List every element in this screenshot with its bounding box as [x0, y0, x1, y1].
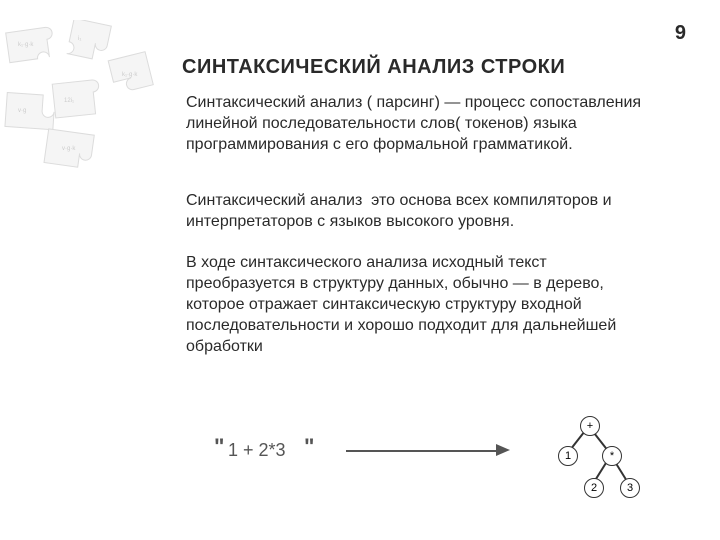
- svg-text:i₁: i₁: [78, 36, 81, 42]
- puzzle-svg: k₁·g·k i₁ k₁·g·k v·g 12i₁ v·g·k: [0, 20, 160, 190]
- paragraph-1: Синтаксический анализ ( парсинг) — проце…: [186, 92, 652, 155]
- node-label: 1: [565, 450, 571, 462]
- svg-text:v·g: v·g: [18, 108, 26, 114]
- tree-node-plus: +: [580, 416, 600, 436]
- tree-node-mul: *: [602, 446, 622, 466]
- paragraph-2: Синтаксический анализ ­ это основа всех …: [186, 190, 652, 232]
- node-label: 2: [591, 482, 597, 494]
- tree-node-1: 1: [558, 446, 578, 466]
- svg-text:k₁·g·k: k₁·g·k: [122, 72, 138, 78]
- slide: k₁·g·k i₁ k₁·g·k v·g 12i₁ v·g·k 9 СИНТАК…: [0, 0, 720, 540]
- slide-title: СИНТАКСИЧЕСКИЙ АНАЛИЗ СТРОКИ: [182, 56, 565, 79]
- page-number: 9: [675, 22, 686, 45]
- expression-text: 1 + 2*3: [228, 440, 286, 461]
- arrow-head: [496, 444, 510, 456]
- svg-text:v·g·k: v·g·k: [62, 146, 76, 152]
- paragraph-3: В ходе синтаксического анализа исходный …: [186, 252, 652, 358]
- tree-node-3: 3: [620, 478, 640, 498]
- tree-node-2: 2: [584, 478, 604, 498]
- svg-text:12i₁: 12i₁: [64, 98, 74, 104]
- parse-diagram: " 1 + 2*3 " + 1 * 2 3: [186, 416, 652, 516]
- quote-right: ": [304, 434, 314, 460]
- node-label: 3: [627, 482, 633, 494]
- puzzle-decoration: k₁·g·k i₁ k₁·g·k v·g 12i₁ v·g·k: [0, 20, 160, 190]
- svg-text:k₁·g·k: k₁·g·k: [18, 42, 34, 48]
- arrow-line: [346, 450, 496, 452]
- quote-left: ": [214, 434, 224, 460]
- node-label: +: [587, 420, 593, 432]
- node-label: *: [610, 450, 614, 462]
